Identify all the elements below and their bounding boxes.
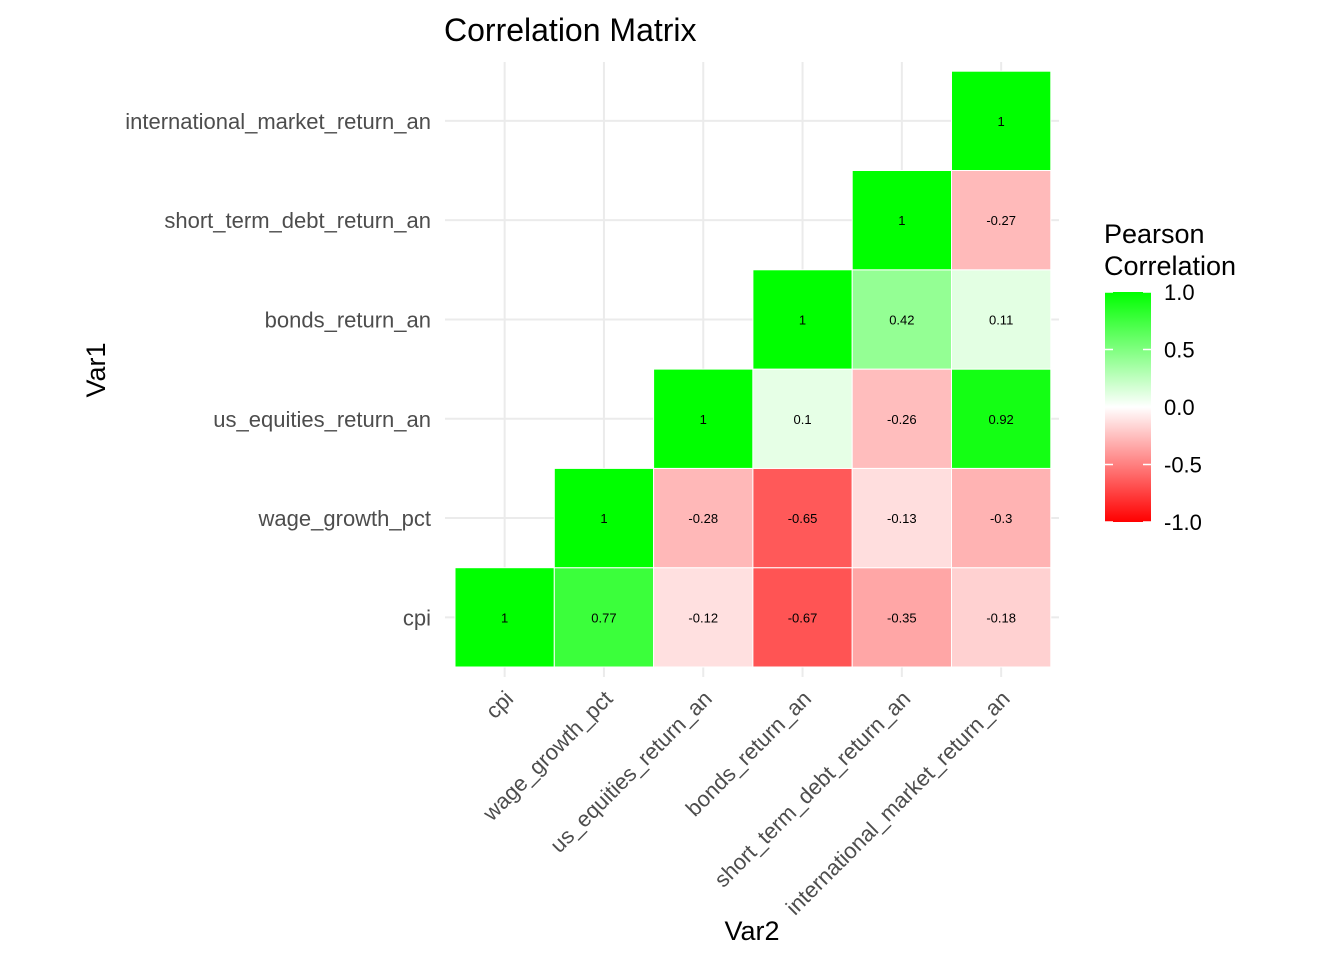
cell-value-label: -0.65 [788, 511, 818, 526]
legend-ticks: 1.0 0.5 0.0 -0.5 -1.0 [1105, 280, 1202, 535]
heatmap-cell [851, 170, 953, 271]
cell-value-label: 1 [600, 511, 607, 526]
x-axis-ticks: cpiwage_growth_pctus_equities_return_anb… [477, 686, 1015, 920]
cell-value-label: 0.42 [889, 312, 914, 327]
cell-value-label: 1 [700, 412, 707, 427]
chart-title: Correlation Matrix [444, 12, 697, 48]
cell-value-label: 0.11 [989, 312, 1013, 327]
heatmap-cell [553, 567, 655, 668]
legend-title-line-1: Pearson [1104, 219, 1205, 249]
heatmap-cell [951, 269, 1052, 370]
x-tick-label: cpi [481, 686, 519, 724]
heatmap-cell [553, 467, 655, 569]
y-axis-title: Var1 [81, 342, 111, 397]
color-legend: Pearson Correlation 1.0 0.5 0.0 -0.5 -1.0 [1104, 219, 1236, 535]
heatmap-cell [851, 467, 953, 569]
y-tick-label: wage_growth_pct [258, 506, 431, 531]
x-tick-label: short_term_debt_return_an [709, 686, 915, 892]
cell-value-label: -0.13 [887, 511, 917, 526]
heatmap-cell [653, 368, 754, 469]
legend-tick-label: -0.5 [1164, 453, 1202, 478]
y-tick-label: short_term_debt_return_an [164, 208, 431, 233]
heatmap-cell [951, 567, 1052, 668]
legend-tick-label: -1.0 [1164, 510, 1202, 535]
legend-tick-label: 1.0 [1164, 280, 1195, 305]
heatmap-cell [752, 269, 853, 370]
cell-labels: 1 0.77 -0.12 -0.67 -0.35 -0.18 1 -0.28 -0.65 -0.1… [501, 114, 1016, 625]
x-tick-label: us_equities_return_an [545, 686, 717, 858]
heatmap-cell [951, 70, 1052, 171]
cell-value-label: -0.3 [990, 511, 1012, 526]
cell-value-label: 1 [501, 610, 508, 625]
cell-value-label: -0.67 [788, 610, 818, 625]
cell-value-label: -0.27 [986, 213, 1016, 228]
heatmap-cell [653, 467, 754, 569]
legend-tick-label: 0.5 [1164, 338, 1195, 363]
heatmap-cell [752, 368, 853, 469]
cell-value-label: 1 [998, 114, 1005, 129]
legend-tick-label: 0.0 [1164, 395, 1195, 420]
y-tick-label: us_equities_return_an [213, 407, 431, 432]
heatmap-cell [851, 269, 953, 370]
y-axis-ticks: cpi wage_growth_pct us_equities_return_an b… [125, 109, 431, 630]
cell-value-label: 0.77 [591, 610, 616, 625]
heatmap-cells [454, 70, 1052, 668]
heatmap-cell [951, 368, 1052, 469]
cell-value-label: -0.12 [688, 610, 718, 625]
y-tick-label: bonds_return_an [265, 307, 431, 332]
cell-value-label: -0.28 [688, 511, 718, 526]
cell-value-label: 0.92 [988, 412, 1013, 427]
x-axis-title: Var2 [724, 916, 779, 946]
heatmap-cell [951, 170, 1052, 271]
y-tick-label: cpi [403, 605, 431, 630]
cell-value-label: 1 [898, 213, 905, 228]
y-tick-label: international_market_return_an [125, 109, 431, 134]
cell-value-label: 0.1 [794, 412, 812, 427]
cell-value-label: -0.26 [887, 412, 917, 427]
cell-value-label: -0.35 [887, 610, 917, 625]
heatmap-cell [851, 368, 953, 469]
cell-value-label: -0.18 [986, 610, 1016, 625]
heatmap-cell [951, 467, 1052, 569]
legend-title-line-2: Correlation [1104, 251, 1236, 281]
cell-value-label: 1 [799, 312, 806, 327]
heatmap-cell [851, 567, 953, 668]
heatmap-cell [454, 567, 555, 668]
